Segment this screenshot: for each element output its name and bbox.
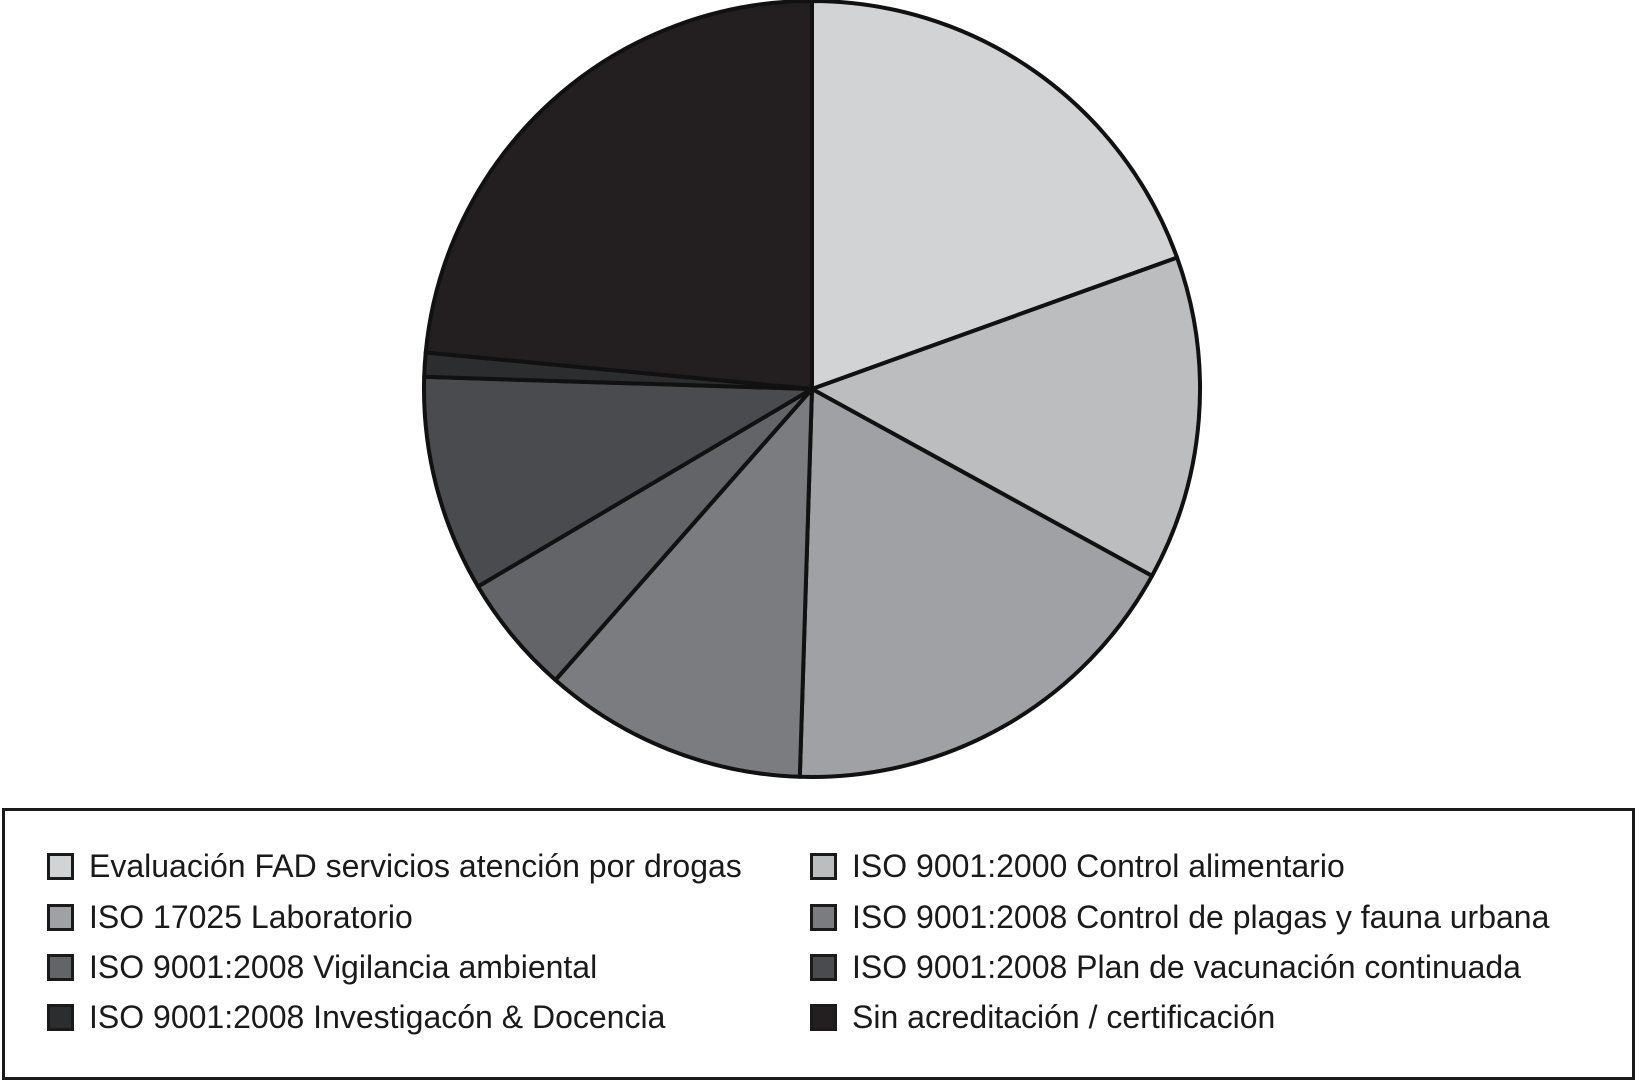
legend-item: Evaluación FAD servicios atención por dr… [47, 846, 742, 886]
legend-swatch [47, 852, 74, 880]
legend-item: ISO 9001:2008 Vigilancia ambiental [47, 947, 597, 987]
legend-label: ISO 9001:2008 Investigacón & Docencia [89, 998, 666, 1035]
legend-item: ISO 9001:2008 Plan de vacunación continu… [810, 947, 1521, 987]
legend-label: ISO 9001:2008 Vigilancia ambiental [89, 948, 598, 985]
legend-swatch [810, 953, 837, 981]
legend-item: ISO 17025 Laboratorio [47, 897, 413, 937]
pie-slice-3 [797, 387, 1155, 779]
legend-swatch [810, 852, 837, 880]
legend-label: Evaluación FAD servicios atención por dr… [89, 847, 742, 884]
legend: Evaluación FAD servicios atención por dr… [2, 808, 1635, 1080]
pie-slice-1 [810, 0, 1180, 391]
legend-label: Sin acreditación / certificación [852, 998, 1276, 1035]
legend-item: ISO 9001:2008 Control de plagas y fauna … [810, 897, 1549, 937]
legend-item: Sin acreditación / certificación [810, 997, 1275, 1037]
legend-label: ISO 9001:2000 Control alimentario [852, 847, 1345, 884]
pie-slice-8 [423, 0, 814, 391]
pie-slice-2 [810, 255, 1202, 578]
legend-swatch [810, 1003, 837, 1031]
legend-item: ISO 9001:2008 Investigacón & Docencia [47, 997, 665, 1037]
legend-label: ISO 9001:2008 Plan de vacunación continu… [852, 948, 1521, 985]
pie-chart [422, 0, 1202, 779]
legend-swatch [47, 1003, 74, 1031]
legend-label: ISO 9001:2008 Control de plagas y fauna … [852, 898, 1550, 935]
pie-slice-6 [422, 374, 814, 589]
legend-swatch [47, 903, 74, 931]
legend-swatch [47, 953, 74, 981]
legend-label: ISO 17025 Laboratorio [89, 898, 413, 935]
legend-item: ISO 9001:2000 Control alimentario [810, 846, 1345, 886]
pie-slice-4 [553, 387, 814, 779]
legend-swatch [810, 903, 837, 931]
